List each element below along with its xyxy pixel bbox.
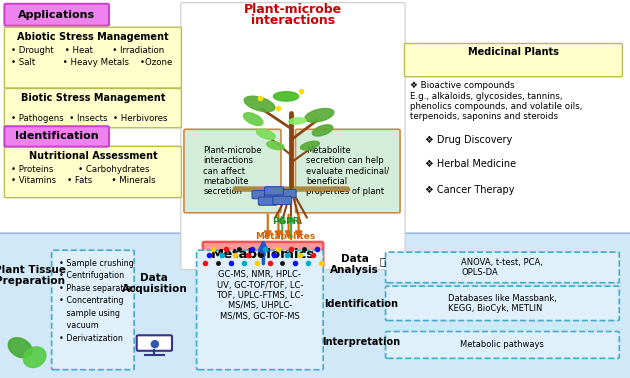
- FancyBboxPatch shape: [258, 197, 277, 205]
- Text: • Proteins         • Carbohydrates: • Proteins • Carbohydrates: [11, 165, 150, 174]
- Text: Metabolites: Metabolites: [255, 232, 316, 241]
- FancyBboxPatch shape: [184, 129, 281, 213]
- Text: ❖ Bioactive compounds: ❖ Bioactive compounds: [410, 81, 514, 90]
- Text: ❖ Herbal Medicine: ❖ Herbal Medicine: [425, 160, 517, 169]
- Ellipse shape: [312, 125, 333, 136]
- Text: Metabolite
secretion can help
evaluate medicinal/
beneficial
properties of plant: Metabolite secretion can help evaluate m…: [306, 146, 389, 196]
- Text: Plant-microbe
interactions
can affect
metabolite
secretion: Plant-microbe interactions can affect me…: [203, 146, 261, 196]
- Text: • Drought    • Heat       • Irradiation: • Drought • Heat • Irradiation: [11, 46, 164, 55]
- Text: ANOVA, t-test, PCA,
OPLS-DA: ANOVA, t-test, PCA, OPLS-DA: [462, 258, 543, 277]
- FancyBboxPatch shape: [4, 4, 109, 26]
- Text: ●: ●: [149, 338, 159, 348]
- FancyBboxPatch shape: [404, 43, 622, 77]
- Text: • Sample crushing
• Centrifugation
• Phase separation
• Concentrating
   sample : • Sample crushing • Centrifugation • Pha…: [59, 259, 135, 343]
- Ellipse shape: [305, 108, 334, 122]
- Text: Interpretation: Interpretation: [322, 337, 400, 347]
- Text: Identification: Identification: [15, 132, 98, 141]
- Ellipse shape: [301, 141, 319, 150]
- FancyBboxPatch shape: [233, 186, 349, 192]
- Text: • Salt          • Heavy Metals    •Ozone: • Salt • Heavy Metals •Ozone: [11, 58, 173, 67]
- FancyBboxPatch shape: [295, 129, 400, 213]
- Text: ❖ Cancer Therapy: ❖ Cancer Therapy: [425, 185, 515, 195]
- Text: E.g., alkaloids, glycosides, tannins,: E.g., alkaloids, glycosides, tannins,: [410, 92, 562, 101]
- Ellipse shape: [8, 338, 32, 358]
- FancyBboxPatch shape: [52, 250, 134, 370]
- FancyBboxPatch shape: [277, 189, 296, 198]
- Ellipse shape: [23, 347, 46, 367]
- Text: Biotic Stress Management: Biotic Stress Management: [21, 93, 165, 103]
- Ellipse shape: [273, 91, 299, 101]
- FancyBboxPatch shape: [273, 196, 292, 204]
- Text: Metabolomics: Metabolomics: [211, 248, 315, 261]
- FancyBboxPatch shape: [4, 88, 181, 128]
- Text: Applications: Applications: [18, 10, 95, 20]
- FancyBboxPatch shape: [203, 242, 323, 268]
- FancyBboxPatch shape: [386, 332, 619, 358]
- FancyBboxPatch shape: [386, 286, 619, 321]
- Text: Metabolic pathways: Metabolic pathways: [461, 341, 544, 349]
- Text: ❖ Drug Discovery: ❖ Drug Discovery: [425, 135, 512, 145]
- Text: Identification: Identification: [324, 299, 398, 309]
- Text: Databases like Massbank,
KEGG, BioCyk, METLIN: Databases like Massbank, KEGG, BioCyk, M…: [448, 294, 557, 313]
- Ellipse shape: [256, 129, 275, 139]
- Text: phenolics compounds, and volatile oils,: phenolics compounds, and volatile oils,: [410, 102, 582, 111]
- Text: Data
Analysis: Data Analysis: [330, 254, 379, 276]
- Text: terpenoids, saponins and steroids: terpenoids, saponins and steroids: [410, 112, 558, 121]
- Text: Plant Tissue
Preparation: Plant Tissue Preparation: [0, 265, 66, 286]
- Text: PGPR: PGPR: [272, 217, 299, 226]
- FancyBboxPatch shape: [386, 252, 619, 283]
- Text: • Vitamins    • Fats       • Minerals: • Vitamins • Fats • Minerals: [11, 176, 156, 185]
- Text: Abiotic Stress Management: Abiotic Stress Management: [17, 32, 169, 42]
- FancyBboxPatch shape: [0, 233, 630, 378]
- Text: • Pathogens  • Insects  • Herbivores: • Pathogens • Insects • Herbivores: [11, 114, 168, 123]
- Ellipse shape: [266, 141, 284, 150]
- FancyBboxPatch shape: [137, 335, 172, 351]
- Text: Data
Acquisition: Data Acquisition: [122, 273, 187, 294]
- Ellipse shape: [289, 118, 306, 124]
- Text: GC-MS, NMR, HPLC-
UV, GC-TOF/TOF, LC-
TOF, UPLC-FTMS, LC-
MS/MS, UHPLC-
MS/MS, G: GC-MS, NMR, HPLC- UV, GC-TOF/TOF, LC- TO…: [216, 270, 304, 321]
- Text: interactions: interactions: [251, 14, 335, 27]
- Ellipse shape: [244, 113, 263, 125]
- FancyBboxPatch shape: [265, 193, 284, 201]
- FancyBboxPatch shape: [197, 250, 323, 370]
- FancyBboxPatch shape: [252, 191, 271, 199]
- Text: Medicinal Plants: Medicinal Plants: [468, 47, 559, 57]
- FancyBboxPatch shape: [4, 126, 109, 147]
- FancyBboxPatch shape: [265, 187, 284, 195]
- Text: Plant-microbe: Plant-microbe: [244, 3, 342, 16]
- FancyBboxPatch shape: [4, 146, 181, 198]
- FancyBboxPatch shape: [4, 27, 181, 88]
- Text: 📈: 📈: [380, 256, 386, 266]
- Text: Nutritional Assessment: Nutritional Assessment: [28, 151, 158, 161]
- FancyBboxPatch shape: [181, 3, 405, 270]
- Ellipse shape: [244, 96, 275, 112]
